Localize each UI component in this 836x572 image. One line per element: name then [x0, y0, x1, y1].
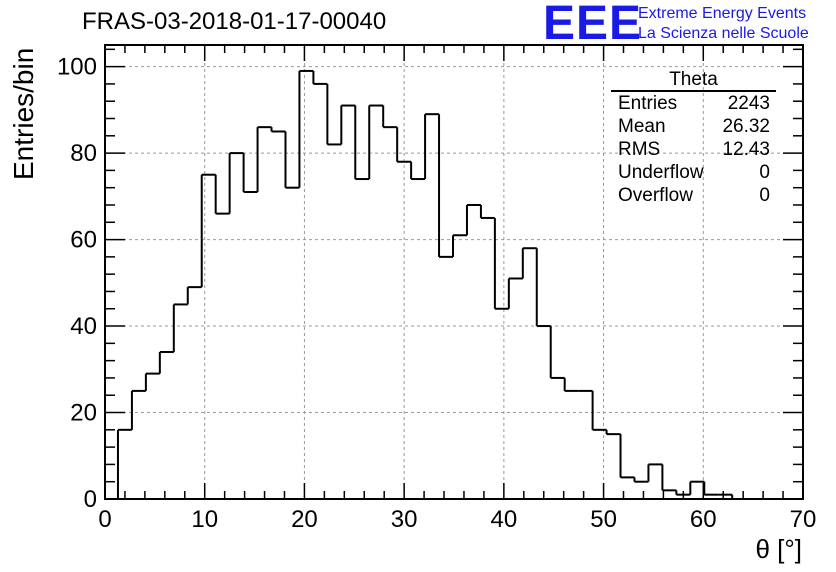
stats-label: Entries: [618, 93, 678, 114]
stats-value: 26.32: [722, 116, 770, 137]
grid: [105, 45, 803, 499]
chart-title: FRAS-03-2018-01-17-00040: [82, 8, 387, 35]
y-tick-label: 100: [57, 54, 97, 81]
x-tick-label: 30: [391, 506, 418, 533]
stats-row: Overflow 0: [611, 184, 776, 207]
stats-label: RMS: [618, 139, 661, 160]
eee-logo: EEE: [543, 0, 643, 50]
stats-value: 12.43: [722, 139, 770, 160]
stats-label: Mean: [618, 116, 666, 137]
eee-logo-text: Extreme Energy Events La Scienza nelle S…: [638, 4, 809, 44]
plot-frame: [104, 44, 804, 500]
stats-row: Underflow 0: [611, 161, 776, 184]
stats-label: Overflow: [618, 185, 693, 206]
y-tick-label: 80: [70, 140, 97, 167]
x-tick-label: 10: [191, 506, 218, 533]
stats-title: Theta: [611, 70, 776, 92]
y-axis-label: Entries/bin: [8, 47, 39, 180]
stats-value: 0: [759, 162, 770, 183]
stats-row: Entries 2243: [611, 92, 776, 115]
stats-row: Mean 26.32: [611, 115, 776, 138]
y-tick-label: 0: [84, 486, 97, 513]
x-tick-label: 70: [790, 506, 817, 533]
logo-line-1: Extreme Energy Events: [638, 5, 807, 22]
y-tick-label: 20: [70, 400, 97, 427]
stats-box: Theta Entries 2243 Mean 26.32 RMS 12.43 …: [611, 70, 776, 207]
stats-label: Underflow: [618, 162, 704, 183]
stats-value: 2243: [727, 93, 770, 114]
x-tick-label: 40: [491, 506, 518, 533]
stats-row: RMS 12.43: [611, 138, 776, 161]
y-tick-label: 60: [70, 227, 97, 254]
histogram-series: [116, 69, 747, 500]
x-tick-label: 0: [98, 506, 111, 533]
stats-value: 0: [759, 185, 770, 206]
axis-tick-labels: 0 10 20 30 40 50 60 70 0 20 40 60 80 100: [57, 54, 816, 533]
axis-ticks: [104, 45, 804, 500]
x-tick-label: 20: [291, 506, 318, 533]
x-tick-label: 50: [590, 506, 617, 533]
y-tick-label: 40: [70, 313, 97, 340]
x-tick-label: 60: [690, 506, 717, 533]
x-axis-label: θ [°]: [755, 534, 802, 564]
logo-line-2: La Scienza nelle Scuole: [638, 25, 809, 42]
